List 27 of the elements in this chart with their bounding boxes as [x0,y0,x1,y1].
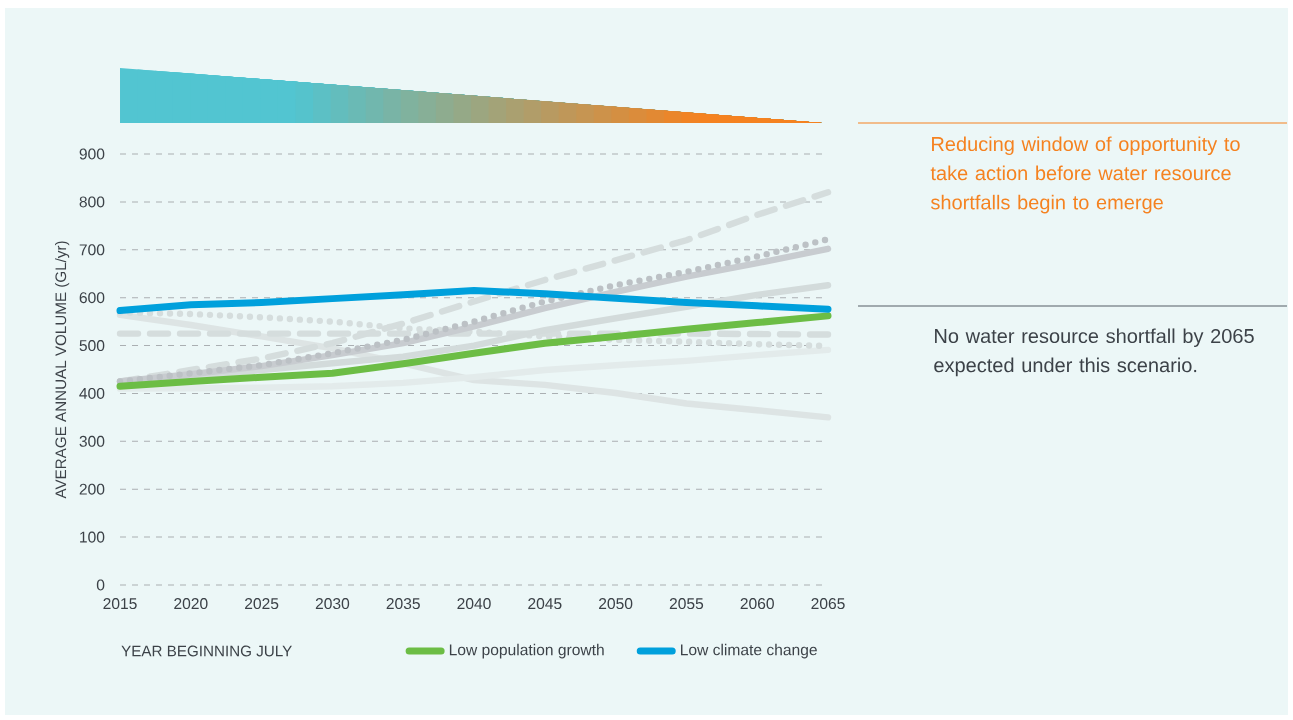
y-tick-label: 600 [79,292,105,304]
y-tick-label: 500 [79,340,105,352]
x-tick-label: 2045 [528,598,562,610]
x-tick-label: 2040 [457,598,491,610]
y-tick-label: 300 [79,435,105,447]
x-tick-label: 2025 [245,598,279,610]
x-tick-label: 2065 [811,598,845,610]
legend-label: Low population growth [449,643,604,659]
x-tick-label: 2020 [174,598,208,610]
x-tick-label: 2060 [740,598,774,610]
legend-label: Low climate change [681,643,817,659]
y-tick-label: 700 [79,244,105,256]
y-tick-label: 800 [79,196,105,208]
y-axis-title: AVERAGE ANNUAL VOLUME (GL/yr) [55,241,70,499]
y-tick-label: 100 [80,531,105,543]
x-tick-label: 2055 [669,598,704,610]
text: No water resource shortfall by 2065 expected under this scenario. [934,328,1254,377]
x-tick-label: 2030 [315,598,350,610]
text: Reducing window of opportunity to take action before water resource shortfalls begin to emerge [930,136,1240,214]
y-tick-label: 900 [79,148,105,160]
x-tick-label: 2015 [103,598,137,610]
y-tick-label: 400 [79,387,105,399]
x-tick-label: 2035 [386,598,420,610]
y-tick-label: 200 [79,483,105,495]
x-axis-title: YEAR BEGINNING JULY [121,645,292,657]
x-tick-label: 2050 [599,598,633,610]
y-tick-label: 0 [96,579,105,591]
